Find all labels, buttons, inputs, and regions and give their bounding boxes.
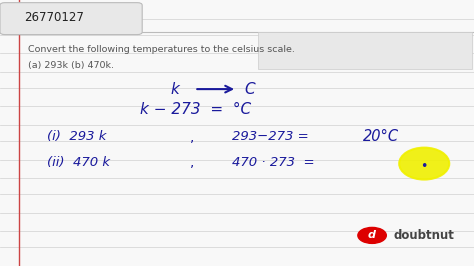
Text: •: •	[420, 160, 428, 173]
Text: 26770127: 26770127	[24, 11, 83, 24]
Text: Convert the following temperatures to the celsius scale.: Convert the following temperatures to th…	[28, 45, 295, 54]
FancyBboxPatch shape	[0, 3, 142, 35]
Text: ,: ,	[190, 130, 194, 144]
Text: k − 273  =  °C: k − 273 = °C	[140, 102, 251, 117]
Text: 470 · 273  =: 470 · 273 =	[232, 156, 315, 169]
Text: 20°C: 20°C	[363, 129, 399, 144]
Ellipse shape	[399, 148, 449, 180]
Text: 293−273 =: 293−273 =	[232, 131, 309, 143]
Text: (i)  293 k: (i) 293 k	[47, 131, 107, 143]
Text: ,: ,	[190, 155, 194, 169]
Text: (a) 293k (b) 470k.: (a) 293k (b) 470k.	[28, 61, 114, 70]
FancyBboxPatch shape	[258, 32, 472, 69]
Text: doubtnut: doubtnut	[393, 229, 454, 242]
Text: d: d	[368, 230, 376, 240]
Circle shape	[358, 227, 386, 243]
Text: (ii)  470 k: (ii) 470 k	[47, 156, 110, 169]
Text: k: k	[171, 82, 180, 97]
Text: C: C	[244, 82, 255, 97]
